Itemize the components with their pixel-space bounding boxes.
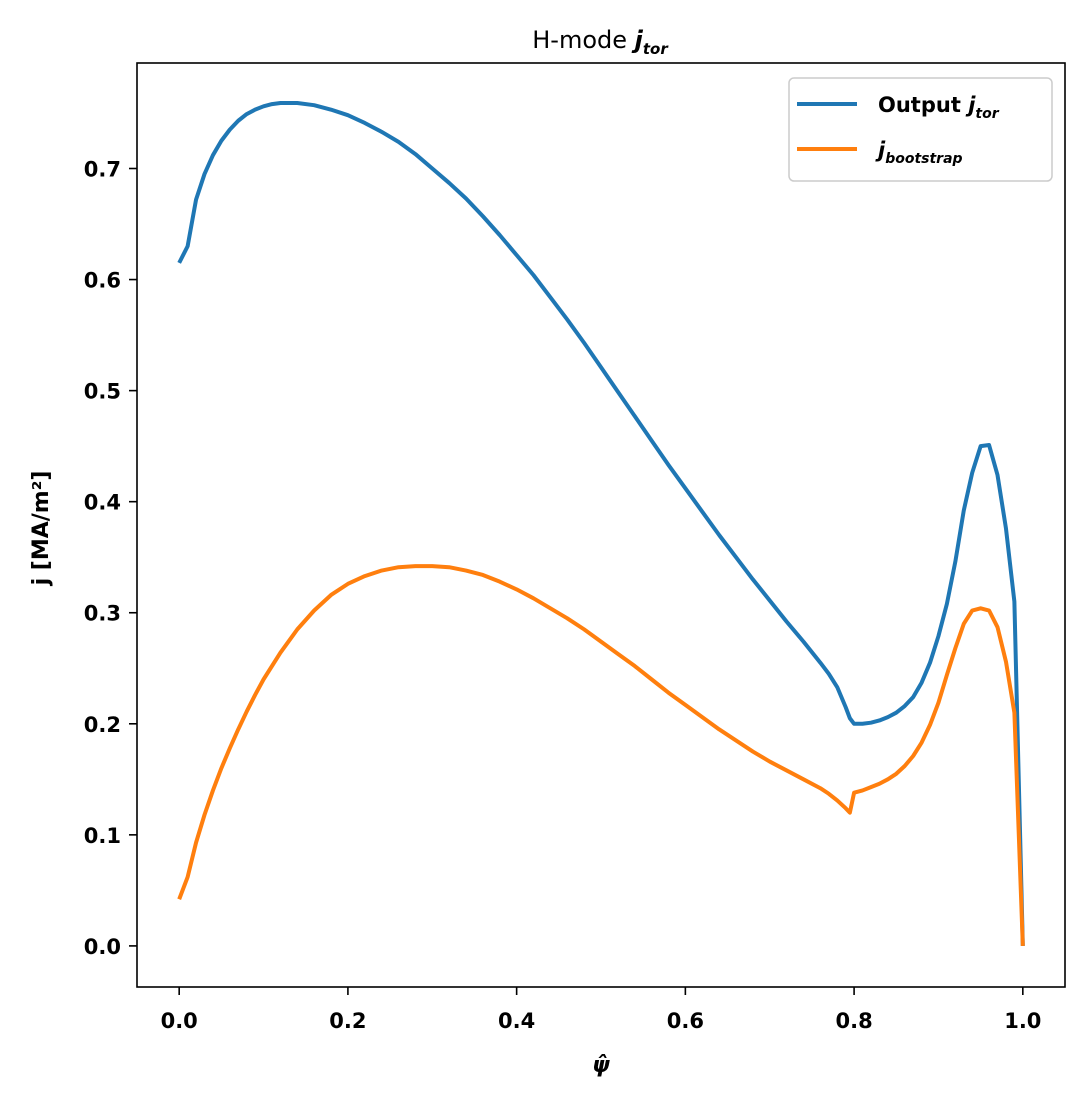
legend-label-jbootstrap-math: j	[875, 138, 886, 162]
y-axis-label: j [MA/m²]	[29, 471, 54, 587]
legend-label-output-jtor-plain: Output	[878, 93, 968, 117]
chart-title: H-mode jtor	[532, 26, 669, 58]
x-tick-label: 0.8	[835, 1009, 872, 1033]
legend-label-jbootstrap-subscript: bootstrap	[885, 151, 962, 167]
chart-title-math: j	[631, 26, 644, 54]
x-tick-label: 0.0	[161, 1009, 198, 1033]
chart-title-subscript: tor	[643, 40, 669, 58]
axes-frame	[136, 62, 1066, 988]
y-tick-label: 0.3	[84, 602, 121, 626]
y-tick-label: 0.0	[84, 935, 121, 959]
series-line-output-j-tor	[177, 100, 1025, 946]
y-tick-label: 0.5	[84, 380, 121, 404]
x-tick-label: 1.0	[1004, 1009, 1041, 1033]
series-layer	[177, 100, 1025, 946]
x-axis-label: ψ̂	[592, 1053, 610, 1078]
y-tick-label: 0.1	[84, 824, 121, 848]
legend-label-output-jtor: Output jtor	[878, 93, 1000, 122]
y-tick-label: 0.7	[84, 158, 121, 182]
x-axis-ticks: 0.0 0.2 0.4 0.6 0.8 1.0	[161, 987, 1041, 1033]
y-tick-label: 0.6	[84, 269, 121, 293]
legend-label-output-jtor-subscript: tor	[975, 106, 999, 122]
series-line-j-bootstrap	[177, 564, 1025, 946]
legend: Output jtor jbootstrap	[788, 77, 1053, 182]
x-tick-label: 0.4	[498, 1009, 535, 1033]
legend-label-output-jtor-math: j	[965, 93, 976, 117]
x-tick-label: 0.2	[329, 1009, 366, 1033]
legend-label-jbootstrap: jbootstrap	[875, 138, 963, 167]
chart-title-prefix: H-mode	[532, 26, 634, 54]
y-tick-label: 0.2	[84, 713, 121, 737]
x-tick-label: 0.6	[667, 1009, 704, 1033]
y-axis-ticks: 0.0 0.1 0.2 0.3 0.4 0.5 0.6 0.7	[84, 158, 137, 959]
y-tick-label: 0.4	[84, 491, 121, 515]
